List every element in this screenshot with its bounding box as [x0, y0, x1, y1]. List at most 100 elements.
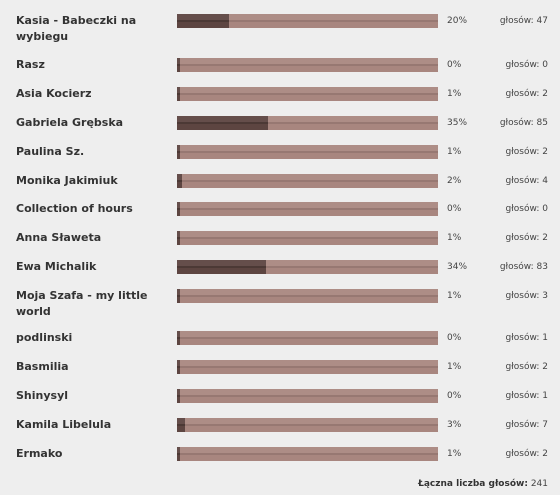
votes-prefix: głosów:	[499, 16, 537, 26]
poll-option-votes: głosów: 3	[506, 289, 548, 303]
poll-option-votes: głosów: 2	[506, 231, 548, 245]
poll-option-bar-fill	[177, 14, 229, 28]
votes-prefix: głosów:	[505, 176, 543, 186]
poll-option-bar-fill	[177, 174, 182, 188]
poll-option-label: Collection of hours	[16, 202, 133, 215]
total-votes-value: 241	[530, 479, 548, 489]
votes-count: 2	[542, 362, 548, 372]
votes-prefix: głosów:	[505, 147, 543, 157]
poll-option-percent: 1%	[447, 291, 462, 301]
votes-prefix: głosów:	[505, 333, 543, 343]
votes-prefix: głosów:	[499, 118, 537, 128]
votes-prefix: głosów:	[505, 362, 543, 372]
poll-option-percent: 1%	[447, 233, 462, 243]
votes-count: 2	[542, 449, 548, 459]
poll-option-bar-fill	[177, 87, 180, 101]
votes-count: 1	[542, 391, 548, 401]
poll-option-bar	[177, 360, 438, 374]
poll-option-bar	[177, 260, 438, 274]
poll-option-label: Shinysyl	[16, 389, 69, 402]
poll-option-bar-fill	[177, 389, 180, 403]
poll-option-votes: głosów: 83	[500, 260, 548, 274]
votes-prefix: głosów:	[505, 233, 543, 243]
votes-prefix: głosów:	[505, 291, 543, 301]
poll-option-percent: 34%	[447, 262, 468, 272]
poll-option-bar-fill	[177, 231, 180, 245]
poll-option-votes: głosów: 0	[506, 202, 548, 216]
poll-option-votes: głosów: 4	[506, 174, 548, 188]
poll-option-percent: 0%	[447, 333, 462, 343]
poll-option-label: Moja Szafa - my little world	[16, 289, 148, 318]
poll-option-label: Kamila Libelula	[16, 418, 112, 431]
poll-option-bar-fill	[177, 418, 185, 432]
poll-option-bar-fill	[177, 447, 180, 461]
poll-option-bar	[177, 14, 438, 28]
poll-option-bar-fill	[177, 360, 180, 374]
votes-prefix: głosów:	[505, 204, 543, 214]
votes-prefix: głosów:	[505, 391, 543, 401]
poll-option-label: Gabriela Grębska	[16, 116, 124, 129]
poll-option-label: Anna Sławeta	[16, 231, 102, 244]
poll-option-percent: 1%	[447, 89, 462, 99]
poll-option-label: Ewa Michalik	[16, 260, 97, 273]
total-votes: Łączna liczba głosów: 241	[418, 477, 548, 491]
votes-count: 2	[542, 233, 548, 243]
votes-count: 47	[536, 16, 548, 26]
poll-option-bar	[177, 331, 438, 345]
votes-count: 83	[536, 262, 548, 272]
poll-option-votes: głosów: 2	[506, 447, 548, 461]
poll-option-bar	[177, 174, 438, 188]
poll-option-label: Ermako	[16, 447, 63, 460]
poll-option-bar	[177, 289, 438, 303]
votes-count: 1	[542, 333, 548, 343]
votes-count: 7	[542, 420, 548, 430]
poll-option-percent: 2%	[447, 176, 462, 186]
poll-option-votes: głosów: 2	[506, 87, 548, 101]
poll-option-bar	[177, 202, 438, 216]
poll-option-label: Asia Kocierz	[16, 87, 92, 100]
poll-option-label: Kasia - Babeczki na wybiegu	[16, 14, 137, 43]
votes-prefix: głosów:	[505, 60, 543, 70]
votes-count: 2	[542, 147, 548, 157]
votes-count: 2	[542, 89, 548, 99]
votes-prefix: głosów:	[505, 420, 543, 430]
poll-option-percent: 1%	[447, 362, 462, 372]
poll-option-percent: 0%	[447, 204, 462, 214]
poll-option-votes: głosów: 7	[506, 418, 548, 432]
poll-option-votes: głosów: 2	[506, 145, 548, 159]
poll-option-bar	[177, 116, 438, 130]
poll-option-votes: głosów: 0	[506, 58, 548, 72]
poll-option-percent: 0%	[447, 391, 462, 401]
votes-count: 85	[536, 118, 548, 128]
poll-option-votes: głosów: 85	[500, 116, 548, 130]
total-votes-label: Łączna liczba głosów:	[418, 479, 528, 489]
poll-option-votes: głosów: 2	[506, 360, 548, 374]
poll-option-bar-fill	[177, 58, 180, 72]
poll-option-bar	[177, 447, 438, 461]
poll-option-votes: głosów: 47	[500, 14, 548, 28]
poll-option-label: Monika Jakimiuk	[16, 174, 118, 187]
poll-option-percent: 0%	[447, 60, 462, 70]
poll-option-votes: głosów: 1	[506, 331, 548, 345]
poll-option-bar	[177, 389, 438, 403]
poll-option-percent: 1%	[447, 147, 462, 157]
poll-option-label: Basmilia	[16, 360, 69, 373]
votes-count: 0	[542, 204, 548, 214]
poll-option-bar	[177, 87, 438, 101]
poll-option-bar	[177, 418, 438, 432]
votes-count: 3	[542, 291, 548, 301]
poll-option-percent: 35%	[447, 118, 468, 128]
poll-option-bar-fill	[177, 331, 180, 345]
poll-option-bar-fill	[177, 260, 266, 274]
poll-option-percent: 3%	[447, 420, 462, 430]
poll-option-percent: 20%	[447, 16, 468, 26]
poll-option-bar-fill	[177, 145, 180, 159]
poll-option-votes: głosów: 1	[506, 389, 548, 403]
poll-option-bar	[177, 145, 438, 159]
poll-option-bar-fill	[177, 289, 180, 303]
poll-option-label: Rasz	[16, 58, 45, 71]
votes-count: 4	[542, 176, 548, 186]
votes-count: 0	[542, 60, 548, 70]
poll-option-label: podlinski	[16, 331, 73, 344]
